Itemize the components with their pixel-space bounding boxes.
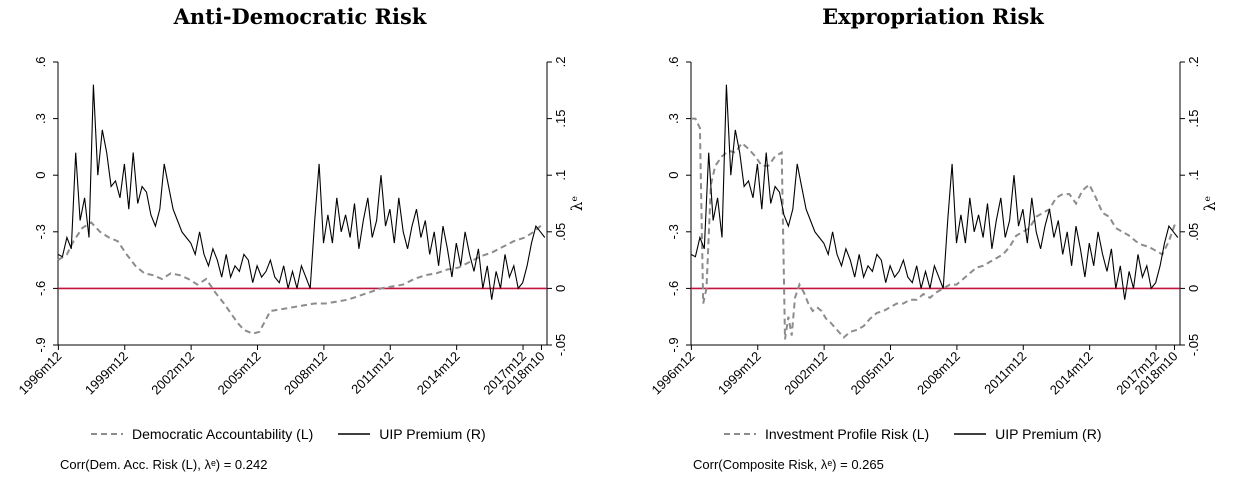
x-tick-label: 1996m12 <box>649 349 698 398</box>
right-tick-label: -.05 <box>1186 334 1201 356</box>
legend-label-uip: UIP Premium (R) <box>995 426 1102 442</box>
x-tick-label: 2011m12 <box>981 349 1029 397</box>
x-tick-label: 2005m12 <box>848 349 897 398</box>
left-tick-label: -.9 <box>666 337 681 352</box>
x-tick-label: 2008m12 <box>914 349 963 398</box>
left-tick-label: .3 <box>33 113 48 124</box>
right-axis-label: λᵉ <box>568 196 586 212</box>
uip-premium-line <box>57 84 546 300</box>
left-tick-label: -.9 <box>33 337 48 352</box>
chart-legend: Democratic Accountability (L) UIP Premiu… <box>90 426 486 442</box>
left-tick-label: .3 <box>666 113 681 124</box>
x-tick-label: 2005m12 <box>215 349 264 398</box>
legend-swatch-solid <box>954 433 987 435</box>
legend-swatch-dashed <box>724 433 756 435</box>
legend-label-risk: Investment Profile Risk (L) <box>765 426 930 442</box>
chart-legend: Investment Profile Risk (L) UIP Premium … <box>723 426 1101 442</box>
uip-premium-line <box>690 84 1179 300</box>
chart-plot: .6 .3 0 -.3 -.6 -.9 .2 .15 .1 .05 0 -.05 λᵉ 1996m12 19… <box>649 57 1219 398</box>
x-tick-label: 2008m12 <box>281 349 330 398</box>
x-tick-label: 2014m12 <box>1047 349 1096 398</box>
risk-series-line <box>691 117 1177 340</box>
risk-series-line <box>57 221 544 335</box>
chart-title: Expropriation Risk <box>822 4 1044 29</box>
left-tick-label: -.3 <box>33 224 48 239</box>
x-tick-label: 1999m12 <box>715 349 764 398</box>
left-tick-label: .6 <box>33 57 48 68</box>
x-tick-label: 2014m12 <box>414 349 463 398</box>
right-tick-label: -.05 <box>553 334 568 356</box>
right-tick-label: .05 <box>553 223 568 241</box>
right-tick-label: .2 <box>553 57 568 68</box>
x-tick-label: 2011m12 <box>348 349 396 397</box>
chart-panel-anti-democratic: Anti-Democratic Risk .6 .3 0 -.3 -.6 -.9 .2 .15… <box>0 0 600 479</box>
legend-label-risk: Democratic Accountability (L) <box>132 426 314 442</box>
correlation-note: Corr(Dem. Acc. Risk (L), λᵉ) = 0.242 <box>60 457 268 472</box>
legend-label-uip: UIP Premium (R) <box>379 426 486 442</box>
chart-plot: .6 .3 0 -.3 -.6 -.9 .2 .15 .1 .05 0 -.05 λᵉ 1996m12 19… <box>16 57 586 398</box>
right-tick-label: .15 <box>1186 110 1201 128</box>
x-tick-label: 2002m12 <box>781 349 830 398</box>
right-tick-label: .1 <box>553 170 568 181</box>
left-tick-label: -.3 <box>666 224 681 239</box>
right-tick-label: 0 <box>553 285 568 292</box>
right-tick-label: .1 <box>1186 170 1201 181</box>
right-tick-label: .05 <box>1186 223 1201 241</box>
left-tick-label: -.6 <box>33 281 48 296</box>
left-tick-label: -.6 <box>666 281 681 296</box>
left-tick-label: .6 <box>666 57 681 68</box>
correlation-note: Corr(Composite Risk, λᵉ) = 0.265 <box>693 457 884 472</box>
right-tick-label: 0 <box>1186 285 1201 292</box>
x-tick-label: 2002m12 <box>148 349 197 398</box>
x-tick-label: 1999m12 <box>82 349 131 398</box>
legend-swatch-solid <box>338 433 371 435</box>
chart-panel-expropriation: Expropriation Risk .6 .3 0 -.3 -.6 -.9 .2 .15 .1… <box>633 0 1233 479</box>
chart-title: Anti-Democratic Risk <box>173 4 427 29</box>
left-tick-label: 0 <box>666 172 681 179</box>
x-tick-label: 1996m12 <box>16 349 65 398</box>
right-axis-label: λᵉ <box>1201 196 1219 212</box>
legend-swatch-dashed <box>91 433 123 435</box>
left-tick-label: 0 <box>33 172 48 179</box>
right-tick-label: .15 <box>553 110 568 128</box>
right-tick-label: .2 <box>1186 57 1201 68</box>
